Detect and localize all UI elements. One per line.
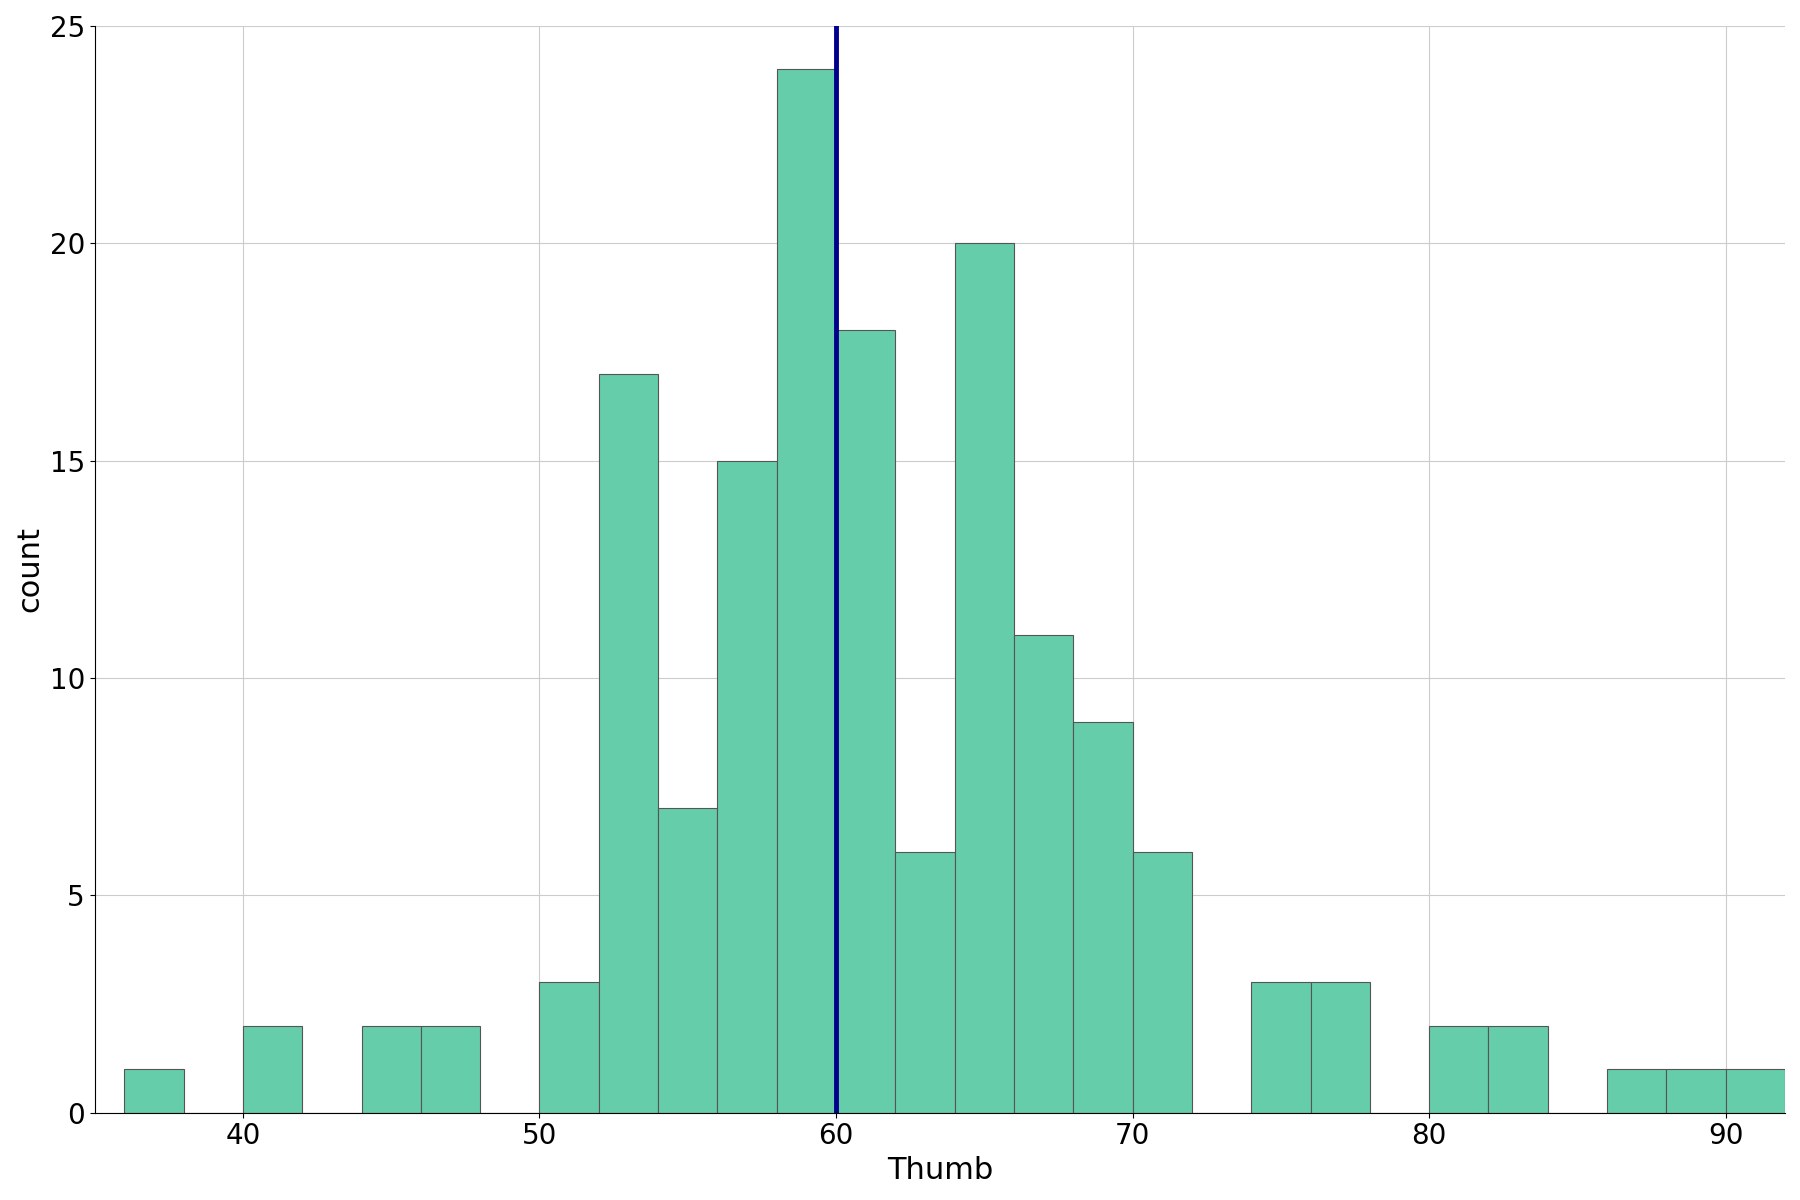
Bar — [1073, 721, 1132, 1112]
Bar — [1013, 635, 1073, 1112]
Bar — [1667, 1069, 1726, 1112]
Bar — [1429, 1026, 1489, 1112]
Y-axis label: count: count — [14, 527, 43, 612]
Bar — [421, 1026, 481, 1112]
Bar — [1607, 1069, 1667, 1112]
Bar — [1132, 852, 1192, 1112]
Bar — [540, 983, 599, 1112]
Bar — [243, 1026, 302, 1112]
Bar — [362, 1026, 421, 1112]
Bar — [1310, 983, 1370, 1112]
Bar — [895, 852, 954, 1112]
Bar — [1251, 983, 1310, 1112]
Bar — [1489, 1026, 1548, 1112]
Bar — [778, 70, 835, 1112]
Bar — [954, 244, 1013, 1112]
Bar — [835, 330, 895, 1112]
X-axis label: Thumb: Thumb — [887, 1156, 994, 1186]
Bar — [1726, 1069, 1786, 1112]
Bar — [659, 809, 718, 1112]
Bar — [599, 373, 659, 1112]
Bar — [124, 1069, 184, 1112]
Bar — [718, 461, 778, 1112]
